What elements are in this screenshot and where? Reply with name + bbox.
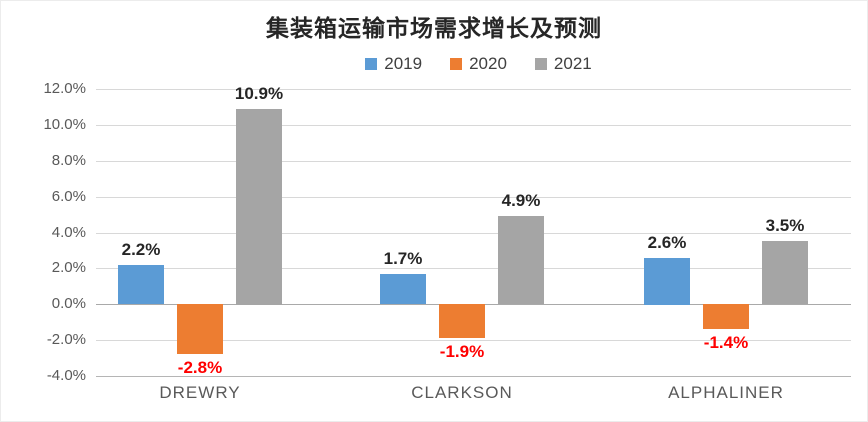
chart-legend: 2019 2020 2021 <box>96 54 861 74</box>
y-tick-label-12-0-: 12.0% <box>43 80 86 97</box>
bar-2021-drewry <box>236 109 282 305</box>
y-tick-label-0-0-: 0.0% <box>51 295 86 312</box>
gridline--2-0- <box>96 340 851 341</box>
value-label-2020-clarkson: -1.9% <box>439 342 485 361</box>
x-category-label-alphaliner: ALPHALINER <box>668 383 784 402</box>
bar-2019-clarkson <box>380 274 426 304</box>
value-label-2021-clarkson: 4.9% <box>501 191 541 210</box>
value-label-2019-alphaliner: 2.6% <box>647 233 687 252</box>
value-label-2019-clarkson: 1.7% <box>383 249 423 268</box>
gridline-6-0- <box>96 197 851 198</box>
y-tick-label-6-0-: 6.0% <box>51 188 86 205</box>
y-tick-label--4-0-: -4.0% <box>46 367 86 384</box>
x-category-label-drewry: DREWRY <box>159 383 241 402</box>
legend-label-2020: 2020 <box>469 54 507 73</box>
legend-item-2021: 2021 <box>534 54 592 74</box>
bar-2020-drewry <box>177 304 223 354</box>
y-tick-label-4-0-: 4.0% <box>51 224 86 241</box>
gridline-12-0- <box>96 89 851 90</box>
y-tick-label-2-0-: 2.0% <box>51 259 86 276</box>
legend-swatch-2020 <box>450 58 463 70</box>
gridline-4-0- <box>96 233 851 234</box>
y-tick-label-10-0-: 10.0% <box>43 116 86 133</box>
gridline-2-0- <box>96 268 851 269</box>
chart-title: 集装箱运输市场需求增长及预测 <box>266 15 602 41</box>
legend-item-2020: 2020 <box>450 54 507 74</box>
bar-2021-clarkson <box>498 216 544 304</box>
value-label-2021-alphaliner: 3.5% <box>765 216 805 235</box>
legend-swatch-2019 <box>365 58 378 70</box>
value-label-2019-drewry: 2.2% <box>121 240 161 259</box>
value-label-2021-drewry: 10.9% <box>234 84 284 103</box>
legend-item-2019: 2019 <box>365 54 422 74</box>
bar-2019-alphaliner <box>644 258 690 305</box>
y-tick-label-8-0-: 8.0% <box>51 152 86 169</box>
value-label-2020-alphaliner: -1.4% <box>703 333 749 352</box>
gridline--4-0- <box>96 376 851 377</box>
x-category-label-clarkson: CLARKSON <box>411 383 513 402</box>
bar-2020-clarkson <box>439 304 485 338</box>
y-tick-label--2-0-: -2.0% <box>46 331 86 348</box>
bar-2021-alphaliner <box>762 241 808 304</box>
legend-label-2019: 2019 <box>384 54 423 73</box>
bar-2020-alphaliner <box>703 304 749 329</box>
bar-2019-drewry <box>118 265 164 304</box>
legend-label-2021: 2021 <box>553 54 592 73</box>
legend-swatch-2021 <box>534 58 547 70</box>
value-label-2020-drewry: -2.8% <box>177 358 223 377</box>
gridline-10-0- <box>96 125 851 126</box>
gridline-8-0- <box>96 161 851 162</box>
